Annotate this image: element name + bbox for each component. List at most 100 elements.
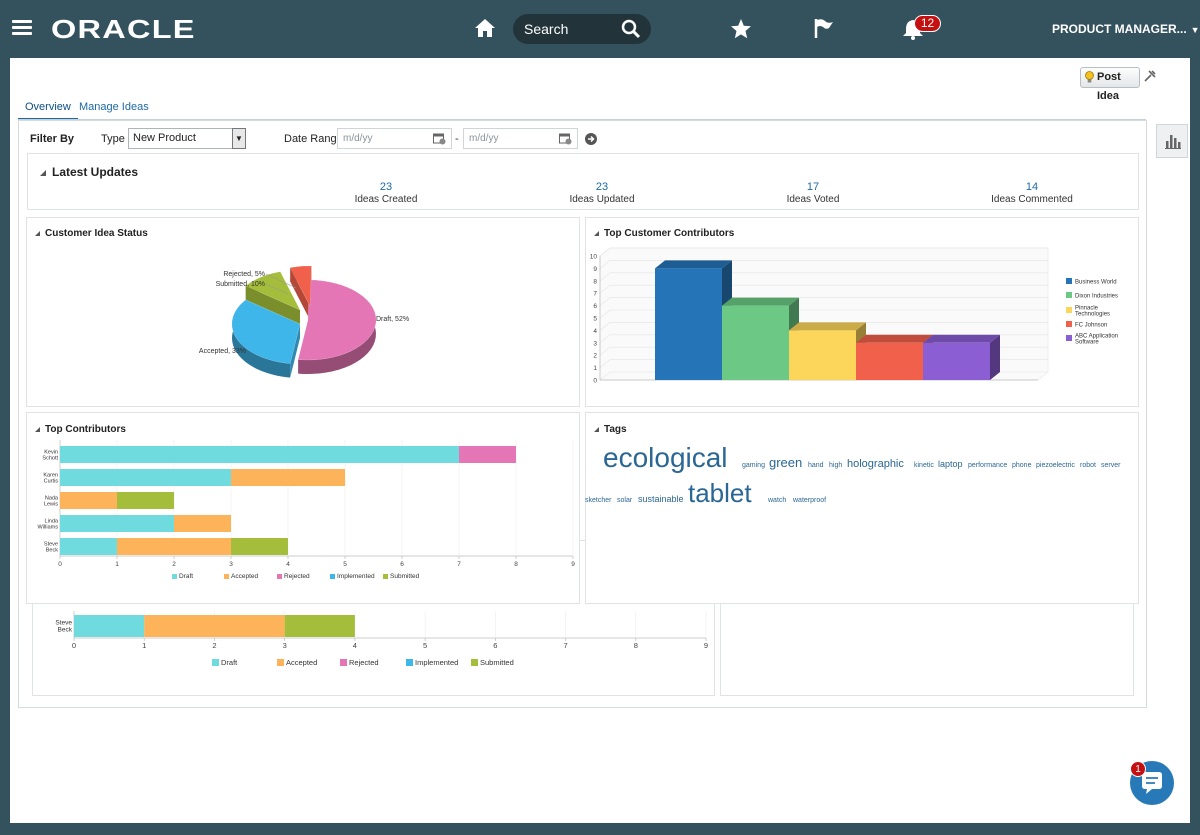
x-tick-label: 1 [115,561,119,568]
bar-chart-icon [1165,135,1181,149]
date-to-input[interactable]: m/d/yy [463,128,578,149]
tag-sketcher[interactable]: sketcher [585,497,612,504]
pie-slice-edge [245,285,300,324]
tag-hand[interactable]: hand [808,462,824,469]
go-arrow-icon[interactable] [585,133,597,145]
tools-icon[interactable] [1144,70,1156,82]
chat-icon [1142,772,1162,794]
x-tick-label: 8 [634,641,638,650]
tag-sustainable[interactable]: sustainable [638,494,684,504]
legend-swatch [1066,292,1072,298]
tag-ecological[interactable]: ecological [603,442,728,473]
legend-label: Business World [1075,280,1117,286]
tab-manage-ideas[interactable]: Manage Ideas [79,101,149,113]
collapse-icon[interactable] [594,231,599,236]
stat-value[interactable]: 23 [595,181,609,193]
bar-segment-accepted [174,515,231,532]
column-side [990,334,1000,380]
top-contributors-title[interactable]: Top Contributors [35,424,126,435]
collapse-icon[interactable] [594,427,599,432]
legend-swatch [1066,335,1072,341]
calendar-icon[interactable] [559,132,572,145]
stat-label: Ideas Updated [569,194,635,205]
category-label: Lewis [44,502,58,508]
pie-slice-rejected [289,265,312,307]
pie-leader-line [265,283,289,295]
stat-value[interactable]: 17 [806,181,820,193]
tags-title[interactable]: Tags [594,424,627,435]
stat-value[interactable]: 23 [379,181,393,193]
pie-slice-side [231,299,291,378]
tag-phone[interactable]: phone [1012,462,1032,469]
type-select-value: New Product [133,132,196,144]
stat-value[interactable]: 14 [1025,181,1039,193]
legend-swatch [277,659,284,666]
gridline [599,284,611,294]
search-icon[interactable] [621,19,641,39]
tag-server[interactable]: server [1101,462,1121,469]
y-tick-label: 0 [593,378,597,385]
collapse-icon[interactable] [35,231,40,236]
tag-kinetic[interactable]: kinetic [914,462,934,469]
column-top [655,260,732,269]
calendar-icon[interactable] [433,132,446,145]
latest-updates-title[interactable]: Latest Updates [40,165,138,179]
chart-view-button[interactable] [1156,124,1188,158]
tag-high[interactable]: high [829,462,842,469]
x-tick-label: 4 [286,561,290,568]
home-icon[interactable] [474,18,496,38]
pie-slice-edge [290,324,300,378]
oracle-logo[interactable]: ORACLE [51,14,196,44]
category-label: Williams [38,525,59,531]
flag-icon[interactable] [813,17,835,39]
user-menu[interactable]: PRODUCT MANAGER... ▼ [1052,22,1200,36]
date-from-input[interactable]: m/d/yy [337,128,452,149]
legend-label: Pinnacle [1075,306,1099,312]
menu-icon[interactable] [12,20,32,36]
tag-tablet[interactable]: tablet [688,478,752,508]
legend-swatch [212,659,219,666]
tag-green[interactable]: green [769,455,802,470]
category-label: Beck [46,548,58,554]
tag-solar[interactable]: solar [617,497,633,504]
tag-holographic[interactable]: holographic [847,458,904,470]
type-select[interactable]: New Product ▼ [128,128,246,149]
pie-slice-accepted [231,299,301,364]
category-label: Curtis [44,479,59,485]
tag-watch[interactable]: watch [767,497,786,504]
tags-panel [585,412,1139,604]
post-idea-button[interactable]: Post Idea [1080,67,1140,102]
collapse-icon[interactable] [35,427,40,432]
legend-swatch [224,574,229,579]
column-top [856,334,933,343]
date-from-placeholder: m/d/yy [343,133,373,144]
x-tick-label: 2 [172,561,176,568]
stat-label: Ideas Created [354,194,418,205]
bar-segment-accepted [231,469,345,486]
tag-piezoelectric[interactable]: piezoelectric [1036,462,1075,469]
chat-badge: 1 [1130,761,1146,777]
x-tick-label: 6 [493,641,497,650]
tag-gaming[interactable]: gaming [742,462,765,469]
legend-label: Draft [221,658,238,667]
top-customer-contributors-title[interactable]: Top Customer Contributors [594,228,734,239]
pie-slice-submitted [245,271,301,311]
chevron-down-icon[interactable]: ▼ [232,128,246,149]
category-label: Beck [58,627,73,634]
customer-idea-status-title[interactable]: Customer Idea Status [35,228,148,239]
legend-label: Technologies [1075,312,1110,318]
tag-performance[interactable]: performance [968,462,1007,469]
tag-robot[interactable]: robot [1080,462,1096,469]
star-icon[interactable] [730,18,752,40]
legend-swatch [406,659,413,666]
legend-swatch [383,574,388,579]
x-tick-label: 3 [283,641,287,650]
tag-laptop[interactable]: laptop [938,459,963,469]
search-input[interactable]: Search [513,14,651,44]
post-idea-label: Post Idea [1097,71,1121,102]
x-tick-label: 0 [72,641,76,650]
legend-label: ABC Application [1075,334,1118,340]
chevron-down-icon: ▼ [1190,25,1200,35]
collapse-icon[interactable] [40,170,46,176]
tag-waterproof[interactable]: waterproof [792,497,826,504]
